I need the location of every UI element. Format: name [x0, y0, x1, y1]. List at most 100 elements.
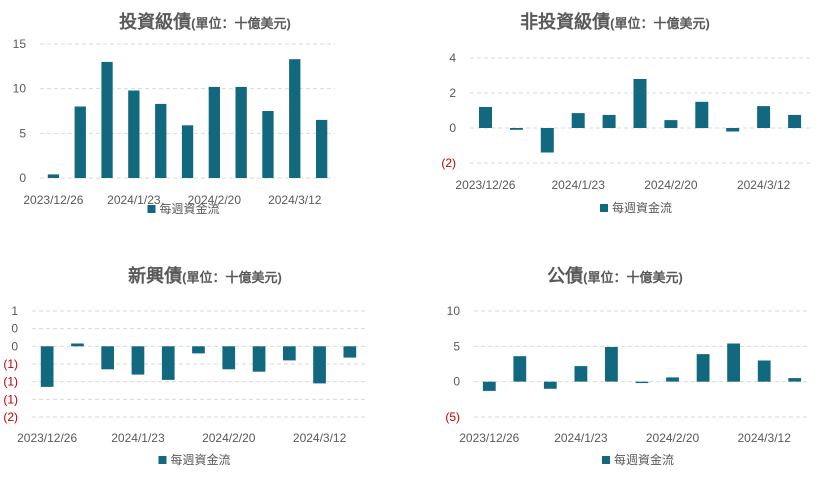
y-tick-label: 2 — [449, 86, 456, 100]
bar — [313, 346, 326, 384]
x-tick-label: 2024/3/12 — [737, 178, 791, 192]
bar — [482, 381, 496, 391]
bar — [47, 174, 60, 178]
bar — [788, 378, 802, 382]
x-tick-label: 2023/12/26 — [23, 193, 83, 207]
x-tick-label: 2024/2/20 — [202, 431, 256, 445]
bar — [161, 346, 175, 380]
bar — [571, 113, 585, 128]
y-tick-label: (2) — [441, 156, 456, 170]
bar — [788, 114, 802, 128]
x-tick-label: 2024/1/23 — [107, 193, 161, 207]
x-tick-label: 2023/12/26 — [455, 178, 515, 192]
y-tick-label: (1) — [3, 392, 18, 406]
chart-panel-government: 公債(單位：十億美元) (5) 0 5 10 2023/12/26 2024/1/23 202… — [410, 240, 820, 480]
bar — [540, 128, 554, 153]
x-tick-label: 2024/2/20 — [188, 193, 242, 207]
x-tick-label: 2024/3/12 — [293, 431, 347, 445]
chart-title-main: 投資級債 — [119, 11, 191, 32]
x-tick-label: 2024/3/12 — [737, 431, 791, 445]
y-tick-label: (1) — [3, 375, 18, 389]
bar — [181, 125, 194, 178]
chart-panel-emerging-markets: 新興債(單位：十億美元) (2) (1) (1) (1) 0 0 1 2023/12/26 202… — [0, 240, 410, 480]
y-tick-label: 0 — [11, 339, 18, 353]
chart-panel-investment-grade: 投資級債(單位：十億美元) 0 5 10 15 2023/12/26 2024/1/23 20… — [0, 0, 410, 240]
bar — [479, 107, 492, 128]
bar — [40, 346, 54, 387]
bar — [283, 346, 296, 361]
chart-panel-high-yield: 非投資級債(單位：十億美元) (2) 0 2 4 2023/12/26 2024/1/23 2… — [410, 0, 820, 240]
legend-swatch — [158, 456, 167, 464]
y-tick-label: 0 — [449, 121, 456, 135]
bar — [235, 86, 247, 178]
chart-title: 新興債(單位：十億美元) — [128, 265, 282, 286]
bar — [262, 111, 274, 178]
legend-swatch — [147, 205, 156, 213]
chart-title: 非投資級債(單位：十億美元) — [520, 11, 710, 32]
bar — [726, 128, 740, 132]
y-tick-label: 10 — [447, 304, 461, 318]
y-tick-label: 0 — [19, 171, 26, 185]
x-tick-label: 2024/3/12 — [268, 193, 322, 207]
chart-svg-high-yield: 非投資級債(單位：十億美元) (2) 0 2 4 2023/12/26 2024/1/23 2… — [441, 11, 810, 215]
bar — [757, 360, 771, 382]
legend-label: 每週資金流 — [614, 452, 674, 467]
y-tick-label: 10 — [13, 82, 27, 96]
bar — [101, 346, 114, 370]
bar — [222, 346, 236, 370]
bar — [131, 346, 145, 375]
x-tick-label: 2024/2/20 — [646, 431, 700, 445]
bar — [574, 366, 588, 382]
y-tick-label: (5) — [445, 410, 460, 424]
bar — [727, 343, 740, 382]
bar — [128, 90, 140, 178]
bar — [101, 61, 113, 178]
y-tick-label: 0 — [453, 375, 460, 389]
x-tick-label: 2024/2/20 — [644, 178, 698, 192]
y-tick-label: 15 — [13, 37, 27, 51]
bar — [155, 103, 167, 178]
y-tick-label: 1 — [11, 304, 18, 318]
bar — [316, 119, 328, 178]
bar — [74, 106, 86, 178]
bar — [633, 79, 647, 128]
bar — [513, 356, 527, 382]
x-tick-label: 2024/1/23 — [551, 178, 605, 192]
bar — [664, 120, 678, 128]
legend-label: 每週資金流 — [612, 200, 672, 215]
y-tick-label: 4 — [449, 51, 456, 65]
x-tick-label: 2024/1/23 — [111, 431, 165, 445]
chart-title: 公債(單位：十億美元) — [547, 265, 683, 286]
chart-svg-investment-grade: 投資級債(單位：十億美元) 0 5 10 15 2023/12/26 2024/1/23 20… — [13, 11, 335, 216]
bar — [696, 354, 710, 382]
y-tick-label: (2) — [3, 410, 18, 424]
legend-label: 每週資金流 — [160, 201, 220, 216]
bar — [289, 59, 301, 179]
bar — [252, 346, 266, 372]
y-tick-label: 5 — [453, 339, 460, 353]
x-tick-label: 2023/12/26 — [459, 431, 519, 445]
bar — [343, 346, 357, 358]
bar — [635, 381, 649, 384]
legend-swatch — [600, 204, 608, 212]
bar — [509, 128, 523, 130]
legend-swatch — [602, 456, 610, 464]
bar — [208, 86, 220, 178]
y-tick-label: (1) — [3, 357, 18, 371]
bar — [605, 347, 618, 382]
chart-title-unit: (單位：十億美元) — [191, 16, 291, 31]
bar — [71, 343, 84, 347]
bar — [192, 346, 205, 354]
chart-title-main: 非投資級債 — [520, 11, 610, 32]
chart-title: 投資級債(單位：十億美元) — [119, 11, 291, 32]
chart-svg-emerging-markets: 新興債(單位：十億美元) (2) (1) (1) (1) 0 0 1 2023/12/26 202… — [3, 265, 365, 467]
chart-title-unit: (單位：十億美元) — [610, 16, 710, 31]
x-tick-label: 2023/12/26 — [17, 431, 77, 445]
bar — [543, 381, 557, 389]
legend-label: 每週資金流 — [171, 452, 231, 467]
y-tick-label: 0 — [11, 322, 18, 336]
bar — [757, 106, 771, 128]
y-tick-label: 5 — [19, 126, 26, 140]
bar — [695, 101, 709, 129]
chart-title-main: 公債 — [547, 265, 583, 286]
